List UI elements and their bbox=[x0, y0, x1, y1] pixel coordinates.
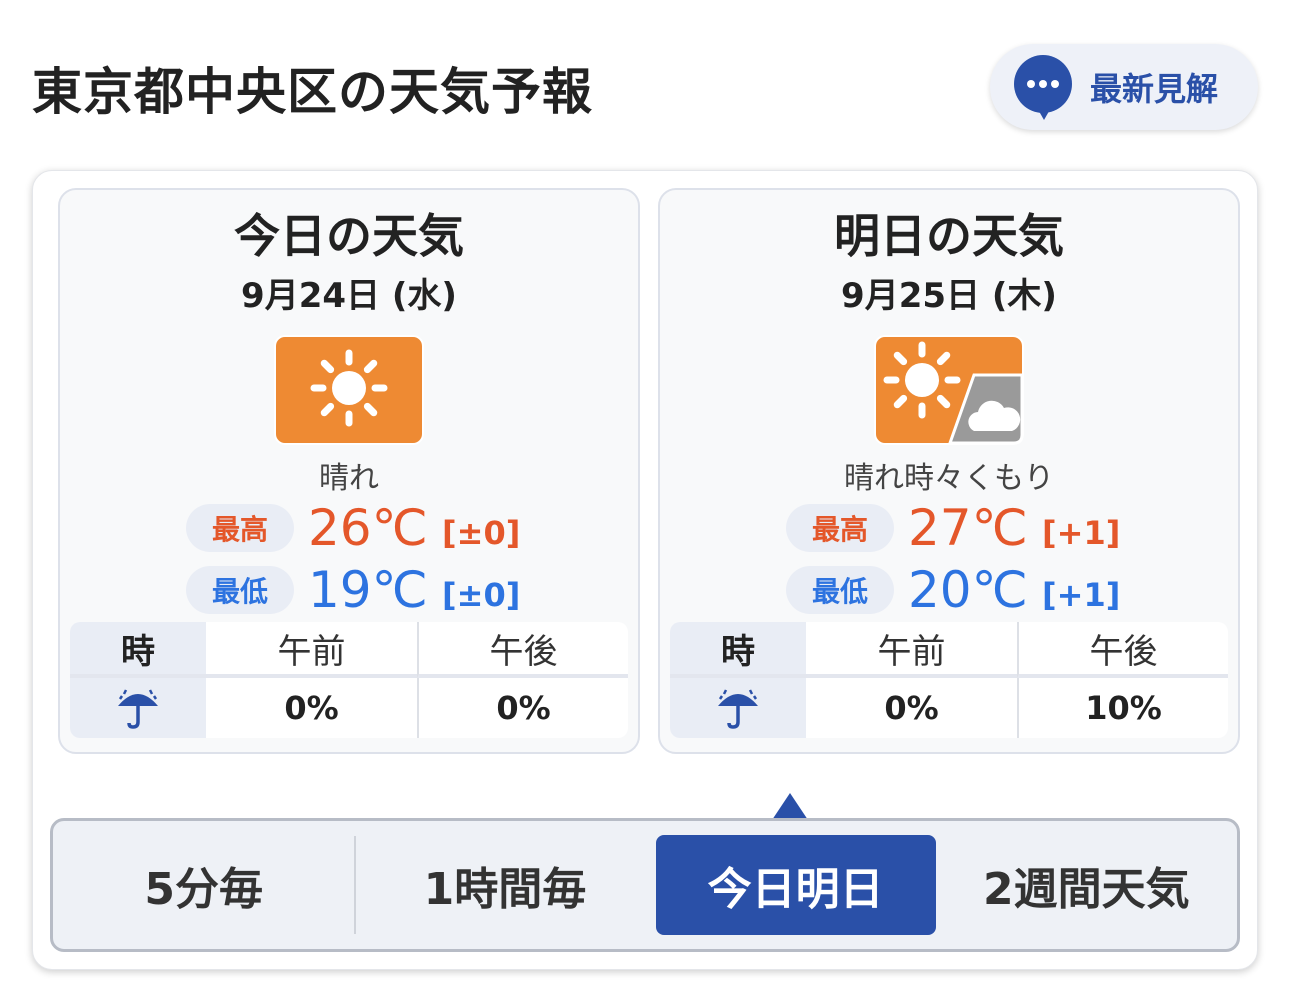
day-heading: 明日の天気 bbox=[834, 209, 1064, 263]
high-temp-diff: [±0] bbox=[442, 514, 521, 552]
high-temp: 27℃ bbox=[908, 499, 1028, 557]
tab-5min[interactable]: 5分毎 bbox=[144, 864, 263, 915]
weather-telop: 晴れ bbox=[319, 461, 379, 496]
weather-telop: 晴れ時々くもり bbox=[844, 461, 1054, 496]
pm-rain-value: 10% bbox=[1017, 678, 1228, 738]
low-temp-row: 最低 19℃ [±0] bbox=[60, 559, 638, 621]
sunny-sometimes-cloudy-icon bbox=[874, 335, 1024, 445]
pm-header: 午後 bbox=[417, 622, 628, 678]
high-label: 最高 bbox=[186, 504, 294, 552]
low-label: 最低 bbox=[786, 566, 894, 614]
low-label: 最低 bbox=[186, 566, 294, 614]
tomorrow-card: 明日の天気 9月25日 (木) 晴れ時々くもり 最高 27℃ [+1] 最低 20℃ [… bbox=[658, 188, 1240, 754]
day-date: 9月25日 (木) bbox=[841, 276, 1057, 316]
pm-rain-value: 0% bbox=[417, 678, 628, 738]
low-temp-row: 最低 20℃ [+1] bbox=[660, 559, 1238, 621]
low-temp-diff: [±0] bbox=[442, 576, 521, 614]
tab-hourly[interactable]: 1時間毎 bbox=[354, 821, 655, 949]
latest-opinion-button[interactable]: 最新見解 bbox=[990, 44, 1258, 130]
rain-probability-table: 時 午前 午後 0% 0% bbox=[70, 622, 628, 738]
am-rain-value: 0% bbox=[284, 689, 339, 727]
umbrella-icon bbox=[718, 689, 758, 729]
tab-today-tomorrow[interactable]: 今日明日 bbox=[655, 835, 936, 935]
high-temp-row: 最高 26℃ [±0] bbox=[60, 497, 638, 559]
am-header: 午前 bbox=[806, 622, 1017, 678]
am-rain-value: 0% bbox=[884, 689, 939, 727]
time-header: 時 bbox=[70, 622, 206, 678]
day-heading: 今日の天気 bbox=[234, 209, 464, 263]
forecast-tabs: 5分毎 1時間毎 今日明日 2週間天気 bbox=[50, 818, 1240, 952]
low-temp: 20℃ bbox=[908, 561, 1028, 619]
time-header: 時 bbox=[670, 622, 806, 678]
today-card: 今日の天気 9月24日 (水) 晴れ 最高 26℃ [±0] 最低 19℃ [±0] 時… bbox=[58, 188, 640, 754]
high-temp: 26℃ bbox=[308, 499, 428, 557]
low-temp: 19℃ bbox=[308, 561, 428, 619]
rain-probability-table: 時 午前 午後 0% 10% bbox=[670, 622, 1228, 738]
speech-bubble-icon bbox=[1014, 55, 1072, 120]
sunny-icon bbox=[274, 335, 424, 445]
low-temp-diff: [+1] bbox=[1042, 576, 1121, 614]
am-header: 午前 bbox=[206, 622, 417, 678]
latest-opinion-label: 最新見解 bbox=[1090, 70, 1219, 108]
high-temp-diff: [+1] bbox=[1042, 514, 1121, 552]
day-date: 9月24日 (水) bbox=[241, 276, 457, 316]
high-temp-row: 最高 27℃ [+1] bbox=[660, 497, 1238, 559]
tab-2week[interactable]: 2週間天気 bbox=[983, 864, 1190, 915]
umbrella-icon bbox=[118, 689, 158, 729]
pm-header: 午後 bbox=[1017, 622, 1228, 678]
high-label: 最高 bbox=[786, 504, 894, 552]
page-title: 東京都中央区の天気予報 bbox=[32, 63, 593, 121]
